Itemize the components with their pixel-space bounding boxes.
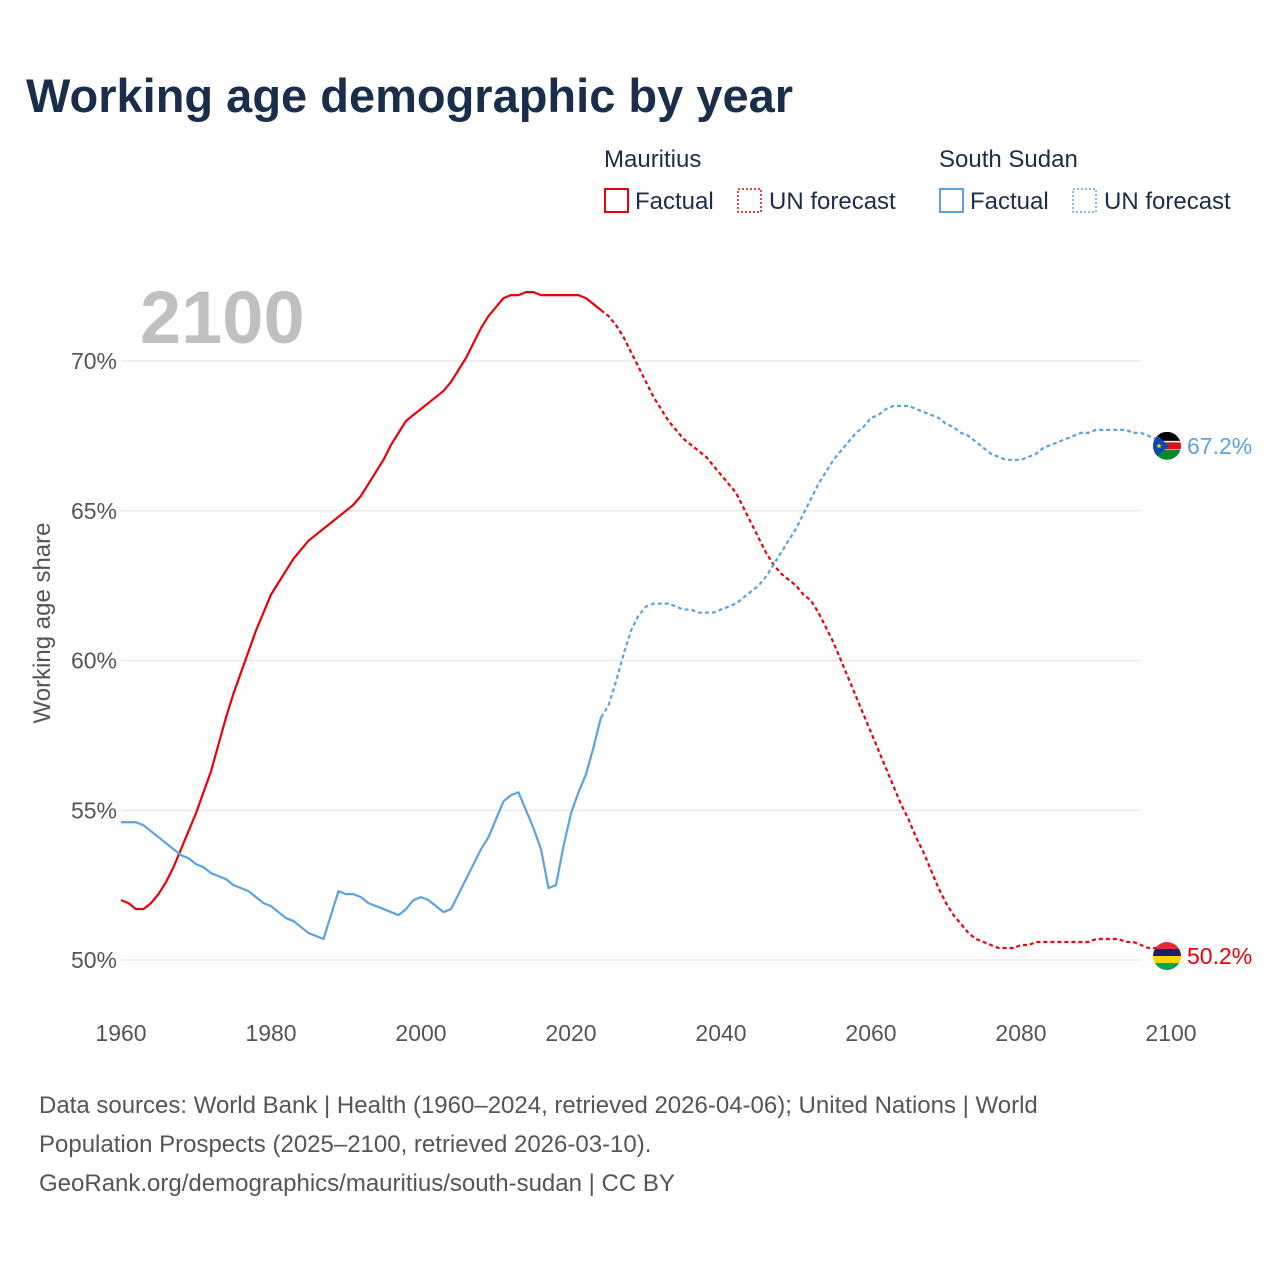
- legend-label-mauritius-factual: Factual: [635, 188, 714, 215]
- end-label-mauritius: 50.2%: [1187, 943, 1252, 969]
- south-sudan-flag-icon: [1153, 431, 1181, 460]
- year-watermark: 2100: [140, 276, 305, 359]
- x-tick-label: 2100: [1145, 1020, 1196, 1046]
- y-tick-label: 60%: [71, 648, 117, 674]
- end-marker-south-sudan: 67.2%: [1153, 431, 1252, 460]
- y-axis-label: Working age share: [29, 523, 56, 724]
- legend-title-south-sudan: South Sudan: [939, 146, 1078, 173]
- source-line-2: Population Prospects (2025–2100, retriev…: [39, 1131, 651, 1158]
- source-line-1: Data sources: World Bank | Health (1960–…: [39, 1092, 1038, 1119]
- x-tick-label: 2000: [395, 1020, 446, 1046]
- y-tick-label: 65%: [71, 498, 117, 524]
- legend: Mauritius Factual UN forecast South Suda…: [604, 146, 1231, 215]
- x-tick-label: 2020: [545, 1020, 596, 1046]
- x-tick-label: 2080: [995, 1020, 1046, 1046]
- series-line-south-sudan-factual: [121, 717, 603, 941]
- y-tick-labels: 50% 55% 60% 65% 70%: [71, 348, 117, 973]
- y-tick-label: 55%: [71, 797, 117, 823]
- end-marker-mauritius: 50.2%: [1153, 942, 1252, 971]
- legend-label-south-sudan-factual: Factual: [970, 188, 1049, 215]
- legend-swatch-south-sudan-factual: [939, 188, 964, 213]
- series-line-south-sudan-forecast: [600, 404, 1172, 718]
- x-tick-labels: 1960 1980 2000 2020 2040 2060 2080 2100: [95, 1020, 1196, 1046]
- y-tick-label: 50%: [71, 947, 117, 973]
- x-tick-label: 1960: [95, 1020, 146, 1046]
- y-tick-label: 70%: [71, 348, 117, 374]
- series-layer: [120, 291, 1172, 956]
- series-line-mauritius-forecast: [600, 309, 1172, 956]
- x-tick-label: 2060: [845, 1020, 896, 1046]
- x-tick-label: 2040: [695, 1020, 746, 1046]
- legend-label-south-sudan-forecast: UN forecast: [1104, 188, 1231, 215]
- grid-layer: [121, 360, 1141, 961]
- source-line-3[interactable]: GeoRank.org/demographics/mauritius/south…: [39, 1170, 675, 1197]
- legend-swatch-south-sudan-forecast: [1072, 188, 1097, 213]
- mauritius-flag-icon: [1153, 942, 1181, 971]
- x-tick-label: 1980: [245, 1020, 296, 1046]
- legend-label-mauritius-forecast: UN forecast: [769, 188, 896, 215]
- end-label-south-sudan: 67.2%: [1187, 433, 1252, 459]
- legend-title-mauritius: Mauritius: [604, 146, 701, 173]
- legend-swatch-mauritius-factual: [604, 188, 629, 213]
- chart-title: Working age demographic by year: [26, 69, 793, 122]
- source-notes: Data sources: World Bank | Health (1960–…: [39, 1092, 1038, 1197]
- legend-swatch-mauritius-forecast: [737, 188, 762, 213]
- series-line-mauritius-factual: [120, 291, 602, 911]
